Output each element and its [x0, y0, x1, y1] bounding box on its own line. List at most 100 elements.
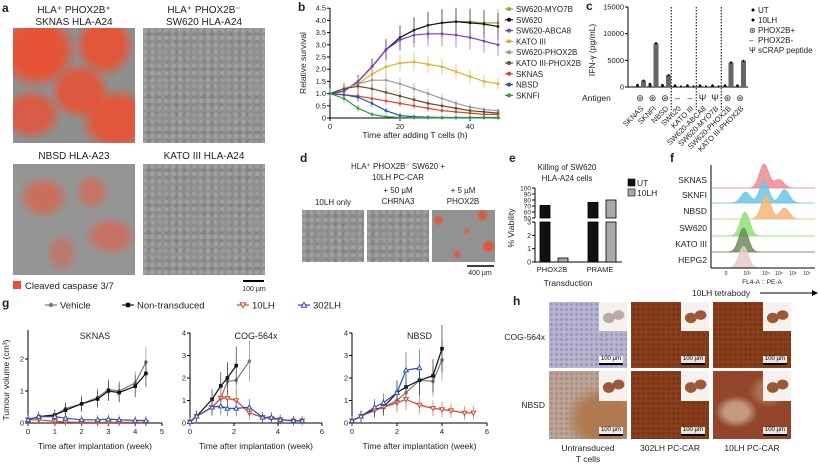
- ihc-inset: [598, 302, 627, 332]
- series-line-non-transduced: [189, 365, 237, 423]
- data-point: [78, 416, 85, 423]
- data-point: [356, 106, 360, 110]
- legend-label: 10LH: [758, 16, 777, 25]
- y-tick-label: 3.0: [316, 40, 326, 49]
- legend-marker: [125, 302, 131, 308]
- data-point: [224, 405, 231, 411]
- scale-bar: 100 µm: [680, 356, 705, 365]
- x-tick-label: 0: [350, 427, 354, 436]
- antigen-icon: –: [687, 93, 692, 103]
- x-tick-label: 4: [133, 427, 137, 436]
- x-tick-label: 2: [395, 427, 399, 436]
- data-point: [454, 20, 458, 24]
- legend-label: 10LH: [252, 301, 275, 312]
- bar-10lh: [641, 80, 646, 87]
- sample-label: NBSD: [683, 206, 707, 216]
- data-point: [371, 403, 378, 410]
- y-tick-label: 10000: [603, 29, 624, 38]
- bar-10lh-upper: [605, 199, 617, 219]
- data-point: [186, 418, 194, 425]
- antigen-icon: Ψ: [699, 93, 707, 103]
- data-point: [440, 32, 444, 36]
- data-point: [63, 408, 68, 412]
- ihc-nbsd-302lh: 100 µm: [631, 371, 709, 439]
- histogram-nbsd: [712, 194, 815, 220]
- antigen-icon: –: [675, 93, 680, 103]
- c-ylabel: IFN-γ (pg/mL): [587, 24, 597, 77]
- bar-10lh: [557, 257, 569, 263]
- x-tick-label: 10³: [743, 271, 751, 277]
- h-row-cog-564x: COG-564x: [504, 332, 545, 342]
- ihc-cog-302lh: 100 µm: [631, 302, 709, 368]
- antigen-icon: Ψ: [711, 93, 719, 103]
- b-xlabel: Time after adding T cells (h): [362, 130, 467, 140]
- data-point: [426, 32, 430, 36]
- data-point: [132, 417, 139, 423]
- bar-10lh: [653, 43, 659, 87]
- data-point: [431, 373, 435, 378]
- y-tick-label: 2: [20, 355, 24, 364]
- y-tick-label: 0: [182, 419, 186, 428]
- data-point: [193, 412, 200, 419]
- data-point: [384, 90, 388, 94]
- data-point: [370, 78, 374, 82]
- legend-label: Vehicle: [60, 301, 91, 312]
- bar-point: [692, 85, 695, 88]
- d-col-phox2b-line2: PHOX2B: [447, 197, 479, 206]
- data-point: [482, 22, 486, 26]
- antigen-legend-icon: ⊛: [749, 26, 756, 35]
- y-tick-label: 0: [344, 419, 348, 428]
- x-tick-label: 0: [328, 122, 332, 131]
- d-title-line2: 10LH PC-CAR: [372, 173, 424, 182]
- legend-label: 302LH: [313, 301, 341, 312]
- y-tick-label: 5000: [607, 56, 624, 65]
- histogram-hepg2: [712, 246, 815, 269]
- f-xlabel: FL4-A :: PE-A: [742, 279, 782, 286]
- data-point: [142, 417, 150, 423]
- sample-label: SKNAS: [678, 175, 707, 185]
- data-point: [440, 346, 444, 351]
- data-point: [24, 416, 32, 423]
- histogram-kato-iii: [712, 227, 815, 253]
- legend-label: UT: [637, 178, 648, 188]
- bar-point: [686, 84, 689, 87]
- data-point: [454, 33, 458, 37]
- micrograph-nbsd: [13, 164, 135, 275]
- data-point: [440, 65, 444, 69]
- data-point: [429, 406, 437, 412]
- subplot-title: COG-564x: [234, 331, 278, 341]
- bar-point: [679, 85, 683, 88]
- h-col-302lh: 302LH PC-CAR: [640, 443, 700, 453]
- micrograph-chrna3: [367, 210, 429, 262]
- scale-bar: 100 µm: [762, 427, 787, 436]
- antigen-icon: ⊛: [661, 93, 669, 103]
- y-tick-label: 2.0: [316, 65, 326, 74]
- data-point: [117, 390, 121, 395]
- legend-label: NBSD: [516, 81, 538, 90]
- data-point: [299, 417, 306, 424]
- y-tick-label: 0: [322, 114, 326, 123]
- ihc-nbsd-10lh: 100 µm: [713, 371, 791, 439]
- h-col-10lh: 10LH PC-CAR: [724, 443, 779, 453]
- micrograph-kato-iii: [143, 164, 265, 275]
- bar-point: [667, 74, 670, 77]
- y-tick-label: 2: [344, 374, 348, 383]
- scale-bar: 100 µm: [598, 427, 623, 436]
- chart-tumour-nbsd: 0 1 2 3 4 0 2 4 6 NBSD Time after implantation (we…: [344, 324, 489, 451]
- bar-point: [698, 84, 702, 87]
- legend-label: SW620-MYO7B: [516, 5, 573, 14]
- antigen-legend-label: sCRAP peptide: [758, 46, 813, 55]
- x-tick-label: 40: [466, 122, 474, 131]
- y-tick-label: 0: [527, 260, 531, 267]
- legend-label: KATO III: [516, 37, 546, 46]
- chart-tetrabody-histogram: SKNAS SKNFI NBSD SW620 KATO III HEPG2 0 10³ 10⁴ 1…: [675, 163, 815, 277]
- series-line-302lh: [27, 416, 146, 422]
- data-point: [412, 104, 416, 108]
- x-tick-label: 3: [106, 427, 110, 436]
- data-point: [416, 402, 423, 409]
- panel-label-f: f: [670, 151, 675, 165]
- legend-label: KATO III-PHOX2B: [516, 59, 581, 68]
- bar-ut-lower: [539, 221, 551, 263]
- y-tick-label: 3: [527, 220, 531, 227]
